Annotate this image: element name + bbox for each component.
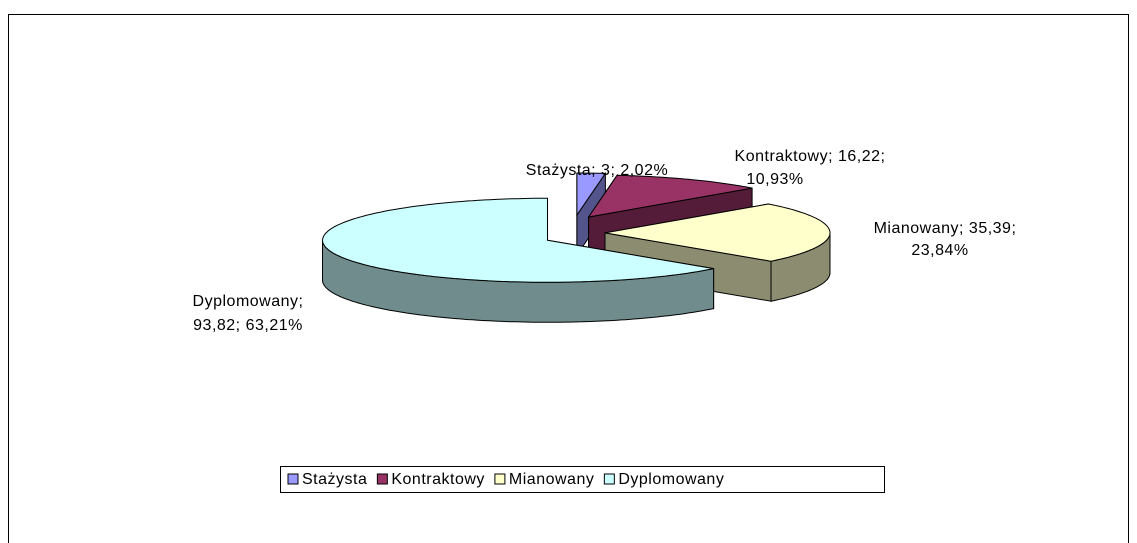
legend-swatch bbox=[603, 473, 615, 485]
legend-swatch bbox=[287, 473, 299, 485]
data-label: 93,82; 63,21% bbox=[193, 317, 303, 334]
data-label: Stażysta; 3; 2,02% bbox=[526, 162, 668, 179]
slice bbox=[321, 197, 714, 283]
slice bbox=[576, 172, 607, 217]
data-label: 23,84% bbox=[911, 242, 968, 259]
data-label: 10,93% bbox=[746, 171, 803, 188]
legend-label: Stażysta bbox=[302, 471, 367, 488]
legend-swatch bbox=[494, 473, 506, 485]
data-label: Mianowany; 35,39; bbox=[874, 220, 1017, 237]
slice bbox=[604, 203, 831, 262]
slice bbox=[587, 174, 753, 218]
legend-label: Dyplomowany bbox=[618, 471, 724, 488]
data-label: Kontraktowy; 16,22; bbox=[735, 148, 886, 165]
legend-label: Kontraktowy bbox=[391, 471, 485, 488]
legend-swatch bbox=[376, 473, 388, 485]
data-label: Dyplomowany; bbox=[193, 293, 304, 310]
legend-label: Mianowany bbox=[509, 471, 594, 488]
